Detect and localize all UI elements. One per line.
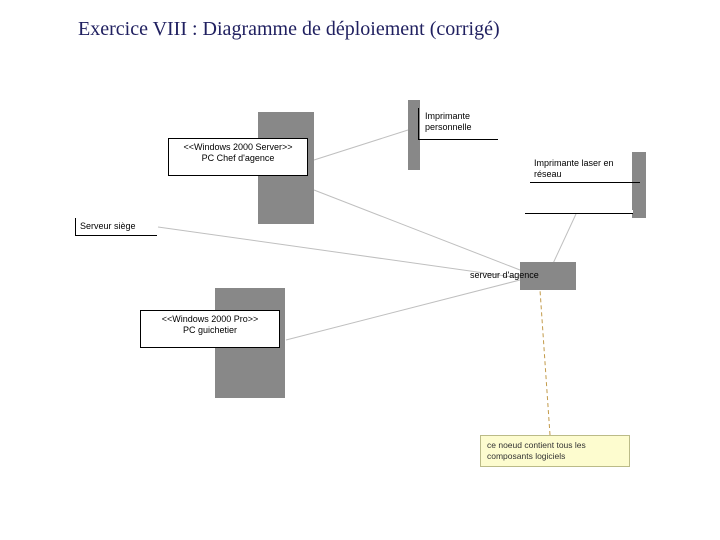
serveur-agence-text: serveur d'agence bbox=[470, 270, 539, 280]
note-comment: ce noeud contient tous les composants lo… bbox=[480, 435, 630, 467]
imprimante-laser-line1: Imprimante laser en bbox=[534, 158, 636, 169]
imprimante-perso-line2: personnelle bbox=[425, 122, 492, 133]
pc-chef-name: PC Chef d'agence bbox=[171, 153, 305, 164]
serveur-siege-label: Serveur siège bbox=[76, 218, 157, 235]
pc-guichetier-stereotype: <<Windows 2000 Pro>> bbox=[143, 314, 277, 325]
line-box bbox=[525, 210, 633, 214]
serveur-agence-label: serveur d'agence bbox=[470, 270, 570, 286]
page-title: Exercice VIII : Diagramme de déploiement… bbox=[78, 18, 500, 41]
imprimante-perso-label: Imprimante personnelle bbox=[418, 108, 498, 140]
pc-guichetier-label: <<Windows 2000 Pro>> PC guichetier bbox=[141, 311, 279, 340]
node-pc-chef: <<Windows 2000 Server>> PC Chef d'agence bbox=[168, 138, 308, 176]
node-pc-guichetier: <<Windows 2000 Pro>> PC guichetier bbox=[140, 310, 280, 348]
pc-guichetier-name: PC guichetier bbox=[143, 325, 277, 336]
note-line1: ce noeud contient tous les bbox=[487, 440, 623, 451]
pc-chef-stereotype: <<Windows 2000 Server>> bbox=[171, 142, 305, 153]
imprimante-laser-line2: réseau bbox=[534, 169, 636, 180]
imprimante-laser-label: Imprimante laser en réseau bbox=[530, 155, 640, 183]
node-serveur-siege: Serveur siège bbox=[75, 218, 157, 236]
pc-chef-label: <<Windows 2000 Server>> PC Chef d'agence bbox=[169, 139, 307, 168]
imprimante-perso-line1: Imprimante bbox=[425, 111, 492, 122]
note-line2: composants logiciels bbox=[487, 451, 623, 462]
